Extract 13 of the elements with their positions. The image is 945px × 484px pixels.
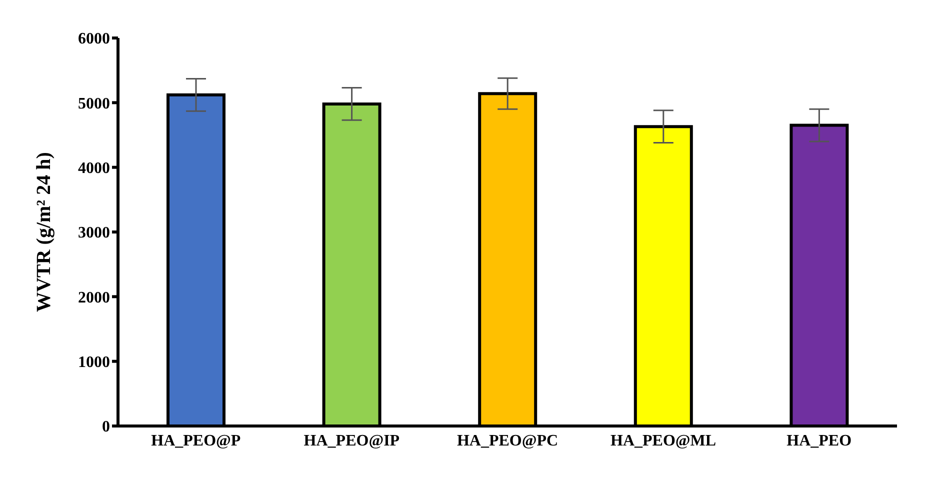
y-axis-title: WVTR (g/m² 24 h) — [33, 152, 56, 312]
x-tick-label: HA_PEO — [786, 432, 852, 450]
y-tick-label: 2000 — [78, 289, 110, 306]
y-tick-label: 5000 — [78, 95, 110, 112]
x-tick-label: HA_PEO@ML — [610, 432, 716, 450]
y-tick-label: 3000 — [78, 224, 110, 242]
y-tick-label: 6000 — [78, 30, 110, 48]
x-tick-label: HA_PEO@IP — [304, 432, 400, 450]
y-tick-label: 0 — [102, 418, 110, 436]
x-tick-label: HA_PEO@PC — [456, 432, 558, 450]
y-tick-label: 1000 — [78, 354, 110, 372]
x-tick-label: HA_PEO@P — [151, 432, 241, 450]
y-tick-label: 4000 — [78, 160, 110, 178]
